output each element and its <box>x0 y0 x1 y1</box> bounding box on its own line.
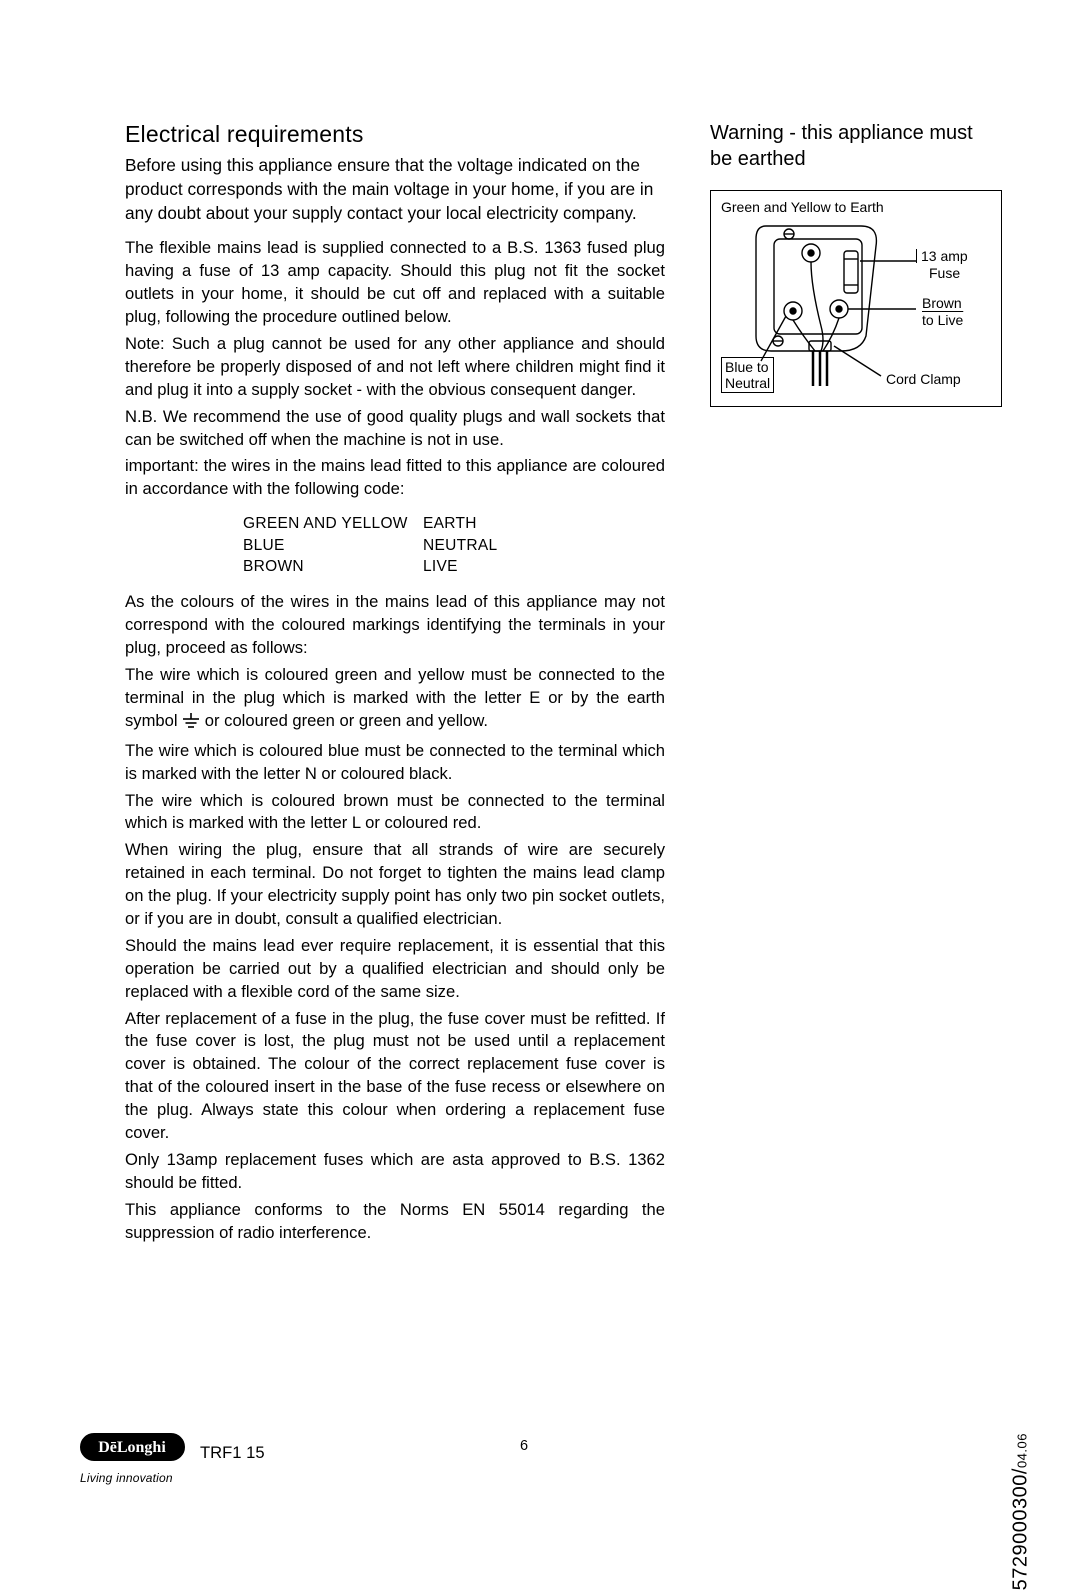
warning-heading: Warning - this appliance must be earthed <box>710 120 1000 172</box>
nb-text: We recommend the use of good quality plu… <box>125 407 665 449</box>
logo-text: DēLonghi <box>98 1439 166 1456</box>
para-brown: The wire which is coloured brown must be… <box>125 790 665 836</box>
para-nb: N.B. We recommend the use of good qualit… <box>125 406 665 452</box>
para-green-yellow: The wire which is coloured green and yel… <box>125 664 665 736</box>
cell-color: GREEN AND YELLOW <box>243 513 423 534</box>
table-row: BLUE NEUTRAL <box>243 535 665 556</box>
side-column: Warning - this appliance must be earthed <box>710 120 1000 407</box>
table-row: BROWN LIVE <box>243 556 665 577</box>
diagram-tick <box>916 249 918 263</box>
para-note: Note: Such a plug cannot be used for any… <box>125 333 665 402</box>
earth-icon <box>182 713 200 736</box>
cell-color: BLUE <box>243 535 423 556</box>
page-root: Electrical requirements Before using thi… <box>0 0 1080 1533</box>
note-text: Such a plug cannot be used for any other… <box>125 334 665 399</box>
diagram-label-blue-box: Blue to Neutral <box>721 357 774 393</box>
diagram-label-blue2: Neutral <box>725 375 770 391</box>
cell-terminal: LIVE <box>423 556 458 577</box>
note-label: Note: <box>125 334 165 353</box>
para-norms: This appliance conforms to the Norms EN … <box>125 1199 665 1245</box>
diagram-label-top: Green and Yellow to Earth <box>721 199 884 215</box>
para-blue: The wire which is coloured blue must be … <box>125 740 665 786</box>
table-row: GREEN AND YELLOW EARTH <box>243 513 665 534</box>
model-number: TRF1 15 <box>200 1443 265 1463</box>
intro-paragraph: Before using this appliance ensure that … <box>125 154 665 226</box>
para-fuse-cover: After replacement of a fuse in the plug,… <box>125 1008 665 1145</box>
cell-terminal: NEUTRAL <box>423 535 497 556</box>
diagram-label-brown1: Brown <box>922 295 962 311</box>
page-footer: DēLonghi Living innovation TRF1 15 6 <box>0 1433 1080 1493</box>
cell-terminal: EARTH <box>423 513 477 534</box>
para-wiring: When wiring the plug, ensure that all st… <box>125 839 665 931</box>
diagram-label-fuse2: Fuse <box>929 265 960 281</box>
diagram-label-brown2: to Live <box>922 312 963 328</box>
para-replacement: Should the mains lead ever require repla… <box>125 935 665 1004</box>
page-number: 6 <box>520 1438 528 1454</box>
nb-label: N.B. <box>125 407 157 426</box>
section-heading: Electrical requirements <box>125 120 665 150</box>
wire-color-table: GREEN AND YELLOW EARTH BLUE NEUTRAL BROW… <box>243 513 665 577</box>
cell-color: BROWN <box>243 556 423 577</box>
para-important: important: the wires in the mains lead f… <box>125 455 665 501</box>
para-colours-intro: As the colours of the wires in the mains… <box>125 591 665 660</box>
para-13amp: Only 13amp replacement fuses which are a… <box>125 1149 665 1195</box>
gy-after-icon: or coloured green or green and yellow. <box>205 711 488 730</box>
main-column: Electrical requirements Before using thi… <box>125 120 665 1248</box>
para-flex-lead: The flexible mains lead is supplied conn… <box>125 237 665 329</box>
brand-logo: DēLonghi <box>80 1433 185 1470</box>
plug-wiring-diagram: Green and Yellow to Earth 13 amp Fuse Br… <box>710 190 1002 407</box>
diagram-label-blue1: Blue to <box>725 359 769 375</box>
diagram-label-fuse1: 13 amp <box>921 248 968 264</box>
diagram-label-cordclamp: Cord Clamp <box>886 371 961 387</box>
brand-tagline: Living innovation <box>80 1471 173 1485</box>
